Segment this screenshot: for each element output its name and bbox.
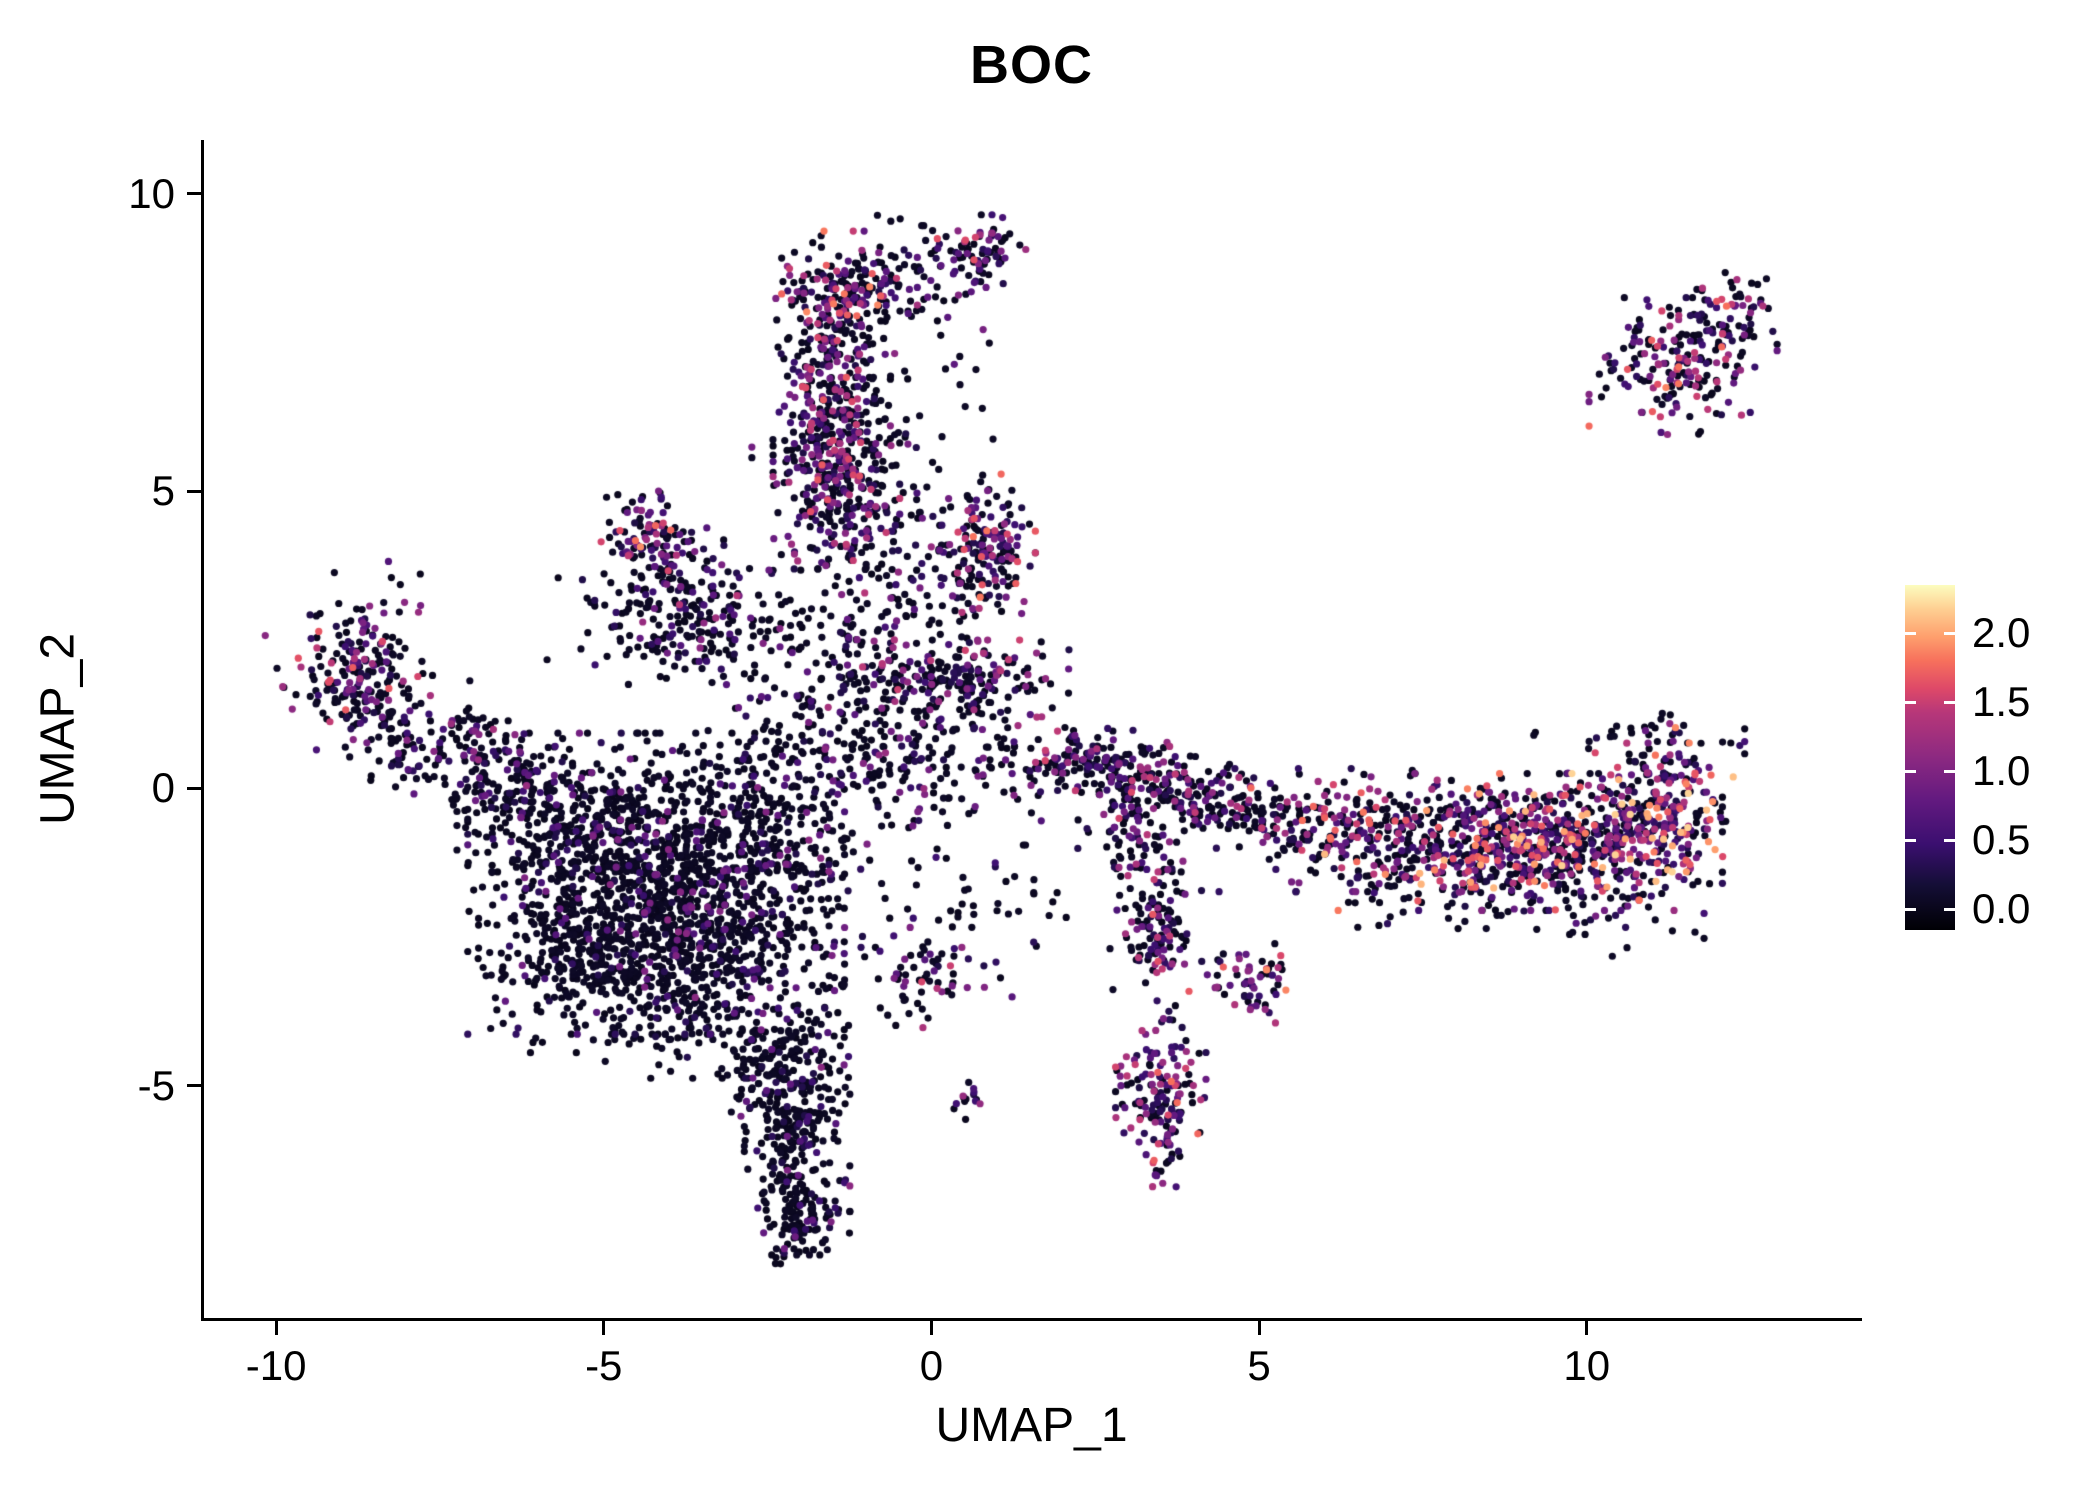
legend-tick-mark	[1905, 700, 1916, 704]
x-tick-mark	[1257, 1321, 1261, 1335]
y-tick-label: 0	[151, 764, 175, 812]
plot-panel	[201, 140, 1862, 1321]
x-tick-mark	[929, 1321, 933, 1335]
y-tick-mark	[187, 786, 201, 790]
scatter-canvas	[204, 140, 1862, 1318]
x-tick-mark	[602, 1321, 606, 1335]
x-tick-mark	[274, 1321, 278, 1335]
y-tick-mark	[187, 489, 201, 493]
legend-tick-mark	[1905, 631, 1916, 635]
legend-tick-mark	[1944, 769, 1955, 773]
x-tick-label: 5	[1247, 1342, 1271, 1389]
legend-tick-mark	[1905, 907, 1916, 911]
legend-tick-label: 0.0	[1972, 885, 2031, 933]
legend-tick-mark	[1944, 631, 1955, 635]
x-tick-label: 10	[1563, 1342, 1611, 1389]
legend-tick-label: 2.0	[1972, 609, 2031, 657]
legend-tick-mark	[1905, 838, 1916, 842]
legend-gradient-bar	[1905, 585, 1955, 930]
x-tick-label: -5	[585, 1342, 623, 1389]
legend-tick-mark	[1944, 907, 1955, 911]
x-tick-mark	[1585, 1321, 1589, 1335]
y-tick-mark	[187, 1084, 201, 1088]
x-tick-label: -10	[245, 1342, 307, 1389]
x-axis-label: UMAP_1	[935, 1399, 1128, 1452]
legend-tick-label: 1.5	[1972, 678, 2031, 726]
y-tick-label: 5	[151, 467, 175, 515]
y-tick-mark	[187, 192, 201, 196]
legend-tick-label: 1.0	[1972, 747, 2031, 795]
y-tick-label: 10	[128, 169, 175, 217]
legend-tick-mark	[1905, 769, 1916, 773]
legend-tick-label: 0.5	[1972, 816, 2031, 864]
legend-tick-mark	[1944, 838, 1955, 842]
plot-title: BOC	[970, 35, 1093, 95]
x-tick-label: 0	[919, 1342, 944, 1389]
y-tick-label: -5	[137, 1061, 175, 1109]
legend-tick-mark	[1944, 700, 1955, 704]
